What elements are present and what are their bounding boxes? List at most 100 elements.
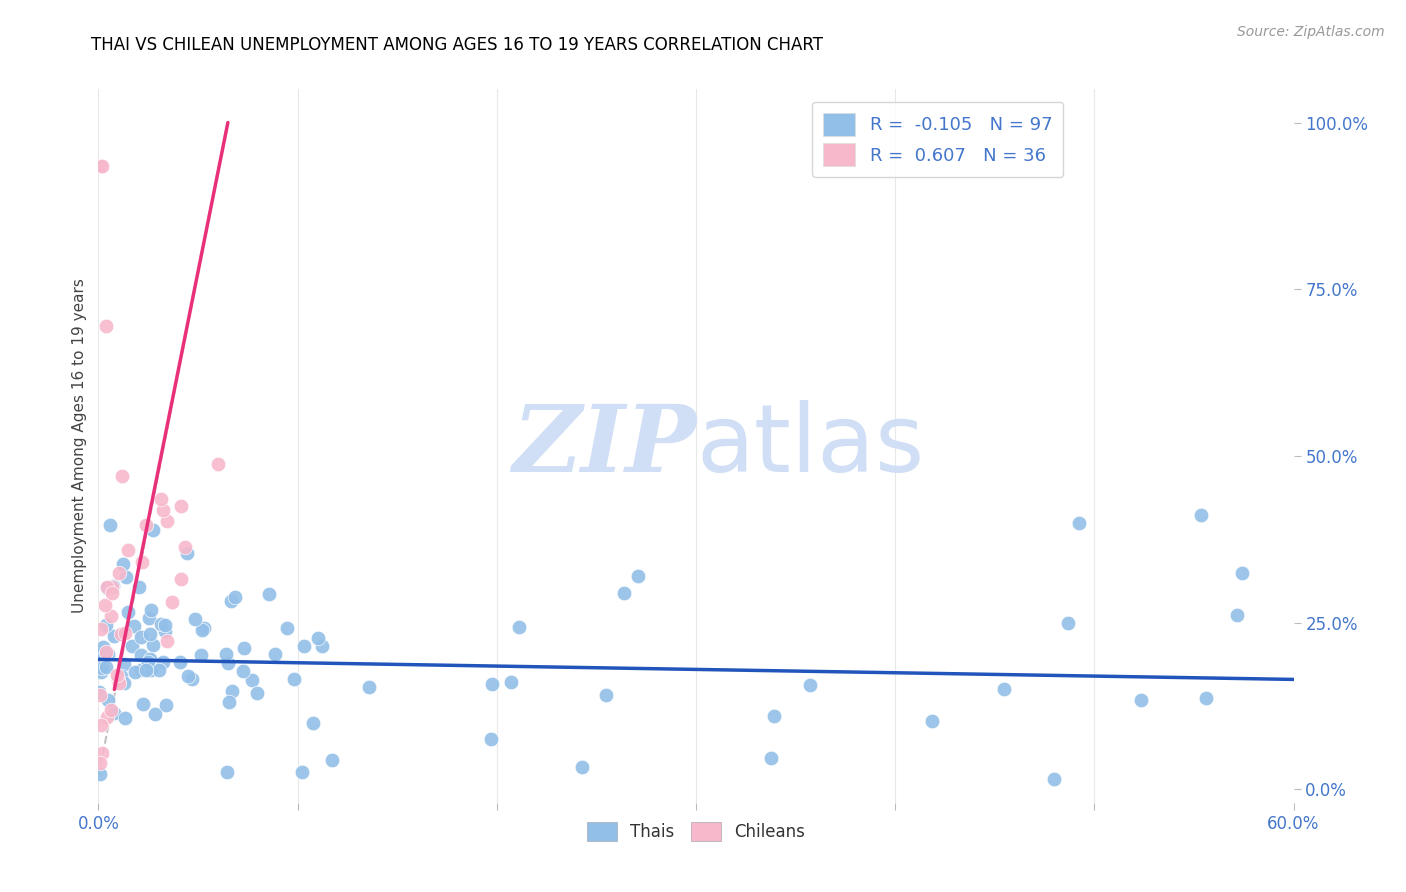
Point: [595, 689, 617, 703]
Point: [152, 655, 174, 669]
Point: [114, 626, 136, 640]
Point: [177, 669, 200, 683]
Point: [110, 627, 132, 641]
Point: [98, 518, 121, 533]
Point: [141, 603, 163, 617]
Point: [1129, 692, 1152, 706]
Point: [94, 618, 117, 632]
Point: [105, 668, 128, 682]
Point: [97, 693, 120, 707]
Point: [152, 503, 174, 517]
Point: [169, 655, 191, 669]
Point: [134, 518, 156, 533]
Point: [263, 647, 285, 661]
Point: [153, 624, 176, 639]
Point: [221, 593, 243, 607]
Point: [110, 669, 132, 683]
Point: [321, 753, 343, 767]
Point: [191, 624, 214, 638]
Point: [215, 764, 238, 779]
Point: [142, 523, 165, 537]
Point: [1067, 516, 1090, 531]
Point: [143, 706, 166, 721]
Point: [232, 664, 254, 678]
Point: [129, 630, 152, 644]
Point: [139, 663, 162, 677]
Point: [276, 621, 298, 635]
Point: [91, 660, 114, 674]
Point: [89, 756, 111, 770]
Point: [96, 709, 118, 723]
Point: [1043, 772, 1066, 786]
Point: [357, 680, 380, 694]
Text: ZIP: ZIP: [512, 401, 696, 491]
Point: [224, 590, 246, 604]
Point: [292, 640, 315, 654]
Point: [90, 665, 112, 680]
Point: [121, 639, 143, 653]
Point: [114, 711, 136, 725]
Text: THAI VS CHILEAN UNEMPLOYMENT AMONG AGES 16 TO 19 YEARS CORRELATION CHART: THAI VS CHILEAN UNEMPLOYMENT AMONG AGES …: [91, 36, 824, 54]
Point: [176, 546, 198, 560]
Text: Source: ZipAtlas.com: Source: ZipAtlas.com: [1237, 25, 1385, 39]
Point: [111, 557, 134, 571]
Point: [138, 652, 160, 666]
Point: [174, 540, 197, 554]
Point: [132, 697, 155, 711]
Point: [135, 664, 157, 678]
Point: [481, 731, 503, 746]
Point: [155, 698, 177, 713]
Point: [153, 618, 176, 632]
Point: [100, 608, 122, 623]
Point: [108, 676, 131, 690]
Point: [111, 469, 134, 483]
Point: [180, 673, 202, 687]
Point: [170, 499, 193, 513]
Point: [96, 318, 118, 333]
Point: [101, 585, 124, 599]
Point: [217, 657, 239, 671]
Point: [149, 617, 172, 632]
Point: [246, 686, 269, 700]
Point: [142, 638, 165, 652]
Point: [921, 714, 943, 728]
Point: [221, 683, 243, 698]
Point: [128, 580, 150, 594]
Point: [207, 457, 229, 471]
Point: [257, 587, 280, 601]
Point: [218, 695, 240, 709]
Point: [101, 579, 124, 593]
Y-axis label: Unemployment Among Ages 16 to 19 years: Unemployment Among Ages 16 to 19 years: [72, 278, 87, 614]
Point: [481, 676, 503, 690]
Point: [89, 159, 111, 173]
Point: [129, 648, 152, 662]
Point: [571, 759, 593, 773]
Point: [117, 543, 139, 558]
Point: [184, 612, 207, 626]
Point: [89, 766, 111, 780]
Point: [149, 491, 172, 506]
Point: [93, 598, 115, 612]
Point: [1230, 566, 1253, 580]
Point: [103, 629, 125, 643]
Point: [501, 674, 523, 689]
Point: [89, 688, 111, 702]
Point: [307, 631, 329, 645]
Point: [107, 566, 129, 580]
Point: [508, 620, 530, 634]
Point: [170, 572, 193, 586]
Point: [627, 569, 650, 583]
Point: [993, 681, 1015, 696]
Point: [112, 657, 135, 672]
Point: [115, 570, 138, 584]
Point: [91, 159, 114, 173]
Point: [214, 647, 236, 661]
Point: [160, 595, 183, 609]
Point: [96, 647, 118, 661]
Point: [799, 678, 821, 692]
Point: [291, 765, 314, 780]
Point: [193, 621, 215, 635]
Point: [129, 663, 152, 677]
Point: [96, 580, 118, 594]
Point: [148, 663, 170, 677]
